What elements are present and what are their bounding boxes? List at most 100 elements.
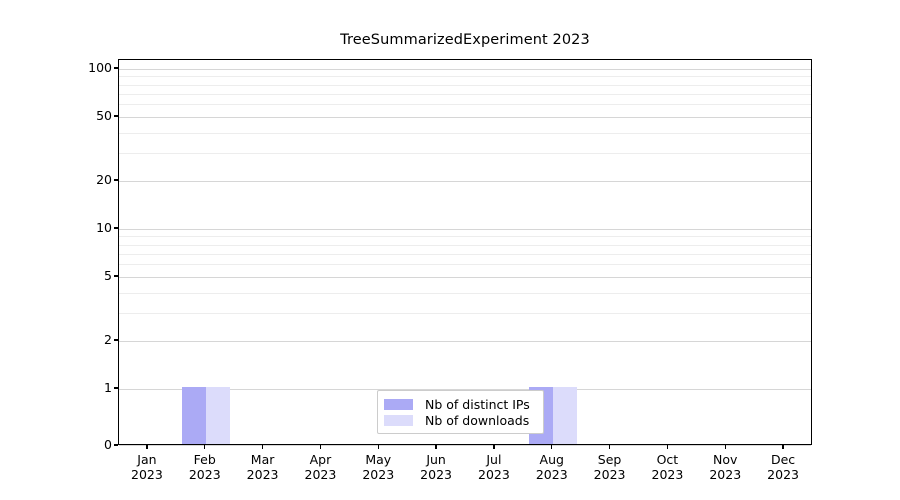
x-tick-label-oct: Oct 2023 [632,452,702,482]
x-tick-month: Aug [539,452,564,467]
legend-item-downloads: Nb of downloads [384,412,536,428]
y-tick-mark [114,275,118,277]
legend-swatch-icon-downloads [384,414,413,426]
x-tick-mark [204,445,206,449]
x-tick-year: 2023 [304,467,337,482]
gridline [119,292,811,294]
y-tick-mark [114,115,118,117]
x-tick-mark [724,445,726,449]
x-tick-mark [782,445,784,449]
x-tick-mark [261,445,264,449]
gridline [119,389,811,390]
x-tick-year: 2023 [767,467,799,482]
x-tick-month: Jan [137,452,157,467]
gridline [119,340,811,342]
gridline [119,93,811,95]
x-tick-label-dec: Dec 2023 [748,452,818,482]
x-tick-month: Apr [309,452,332,467]
x-tick-label-jun: Jun 2023 [401,452,471,482]
x-tick-label-mar: Mar 2023 [228,452,298,482]
x-tick-year: 2023 [593,467,626,482]
y-tick-mark [114,179,118,181]
y-tick-mark [114,387,118,389]
x-tick-year: 2023 [131,467,163,482]
plot-area [118,59,812,446]
y-tick-label-10: 10 [96,219,112,235]
y-tick-mark [114,444,118,446]
x-tick-month: Mar [250,452,275,467]
x-tick-year: 2023 [420,467,452,482]
y-tick-label-1: 1 [104,379,112,395]
y-tick-mark [114,339,118,341]
gridline [119,152,811,154]
gridline [119,117,811,119]
bar-downloads-feb [205,387,230,444]
x-tick-mark [666,445,669,449]
chart-title: TreeSummarizedExperiment 2023 [340,32,590,48]
x-tick-year: 2023 [478,467,510,482]
y-tick-label-5: 5 [104,267,112,283]
x-tick-month: Jul [486,452,502,467]
x-tick-label-may: May 2023 [343,452,413,482]
y-tick-label-0: 0 [104,436,112,452]
legend-label-distinct-ips: Nb of distinct IPs [425,396,530,412]
gridline [119,312,811,314]
legend-label-downloads: Nb of downloads [425,412,530,428]
y-tick-label-50: 50 [96,107,112,123]
gridline [119,277,811,279]
gridline [119,76,811,78]
x-tick-mark [435,445,437,449]
gridline [119,132,811,134]
y-tick-mark [114,67,118,69]
bar-downloads-aug [552,387,577,444]
x-tick-label-aug: Aug 2023 [517,452,587,482]
x-tick-mark [608,445,611,449]
x-tick-year: 2023 [188,467,221,482]
gridline [119,229,811,230]
x-tick-month: Dec [770,452,796,467]
x-tick-year: 2023 [362,467,395,482]
x-tick-label-sep: Sep 2023 [575,452,645,482]
y-tick-label-2: 2 [104,331,112,347]
gridline-zero [119,445,811,446]
x-tick-month: Oct [656,452,679,467]
gridline [119,69,811,70]
gridline [119,84,811,86]
x-tick-month: Feb [193,452,216,467]
x-tick-label-apr: Apr 2023 [285,452,355,482]
x-tick-label-jan: Jan 2023 [112,452,182,482]
bars-layer [119,60,811,444]
x-tick-mark [377,445,379,449]
x-tick-year: 2023 [246,467,279,482]
gridline [119,264,811,266]
y-tick-label-20: 20 [96,171,112,187]
x-tick-month: Nov [713,452,738,467]
y-tick-label-100: 100 [88,59,112,75]
x-tick-year: 2023 [535,467,568,482]
x-tick-month: Sep [597,452,622,467]
gridline [119,244,811,246]
x-tick-year: 2023 [651,467,684,482]
x-tick-mark [551,445,553,449]
legend-swatch-icon-distinct-ips [384,398,413,410]
x-tick-year: 2023 [709,467,742,482]
chart-legend: Nb of distinct IPs Nb of downloads [377,390,544,434]
x-tick-mark [493,445,495,449]
x-tick-mark [146,445,148,449]
x-tick-label-jul: Jul 2023 [459,452,529,482]
y-axis: 0 1 2 5 10 20 50 100 [68,0,112,500]
x-tick-month: Jun [426,452,446,467]
bar-distinct-ips-feb [181,387,206,444]
gridline [119,104,811,106]
gridline [119,253,811,255]
legend-item-distinct-ips: Nb of distinct IPs [384,396,536,412]
x-tick-label-feb: Feb 2023 [170,452,240,482]
x-tick-mark [319,445,322,449]
y-tick-mark [114,227,118,229]
gridlines [119,60,811,446]
gridline [119,180,811,182]
gridline [119,236,811,238]
x-tick-label-nov: Nov 2023 [690,452,760,482]
x-tick-month: May [365,452,392,467]
